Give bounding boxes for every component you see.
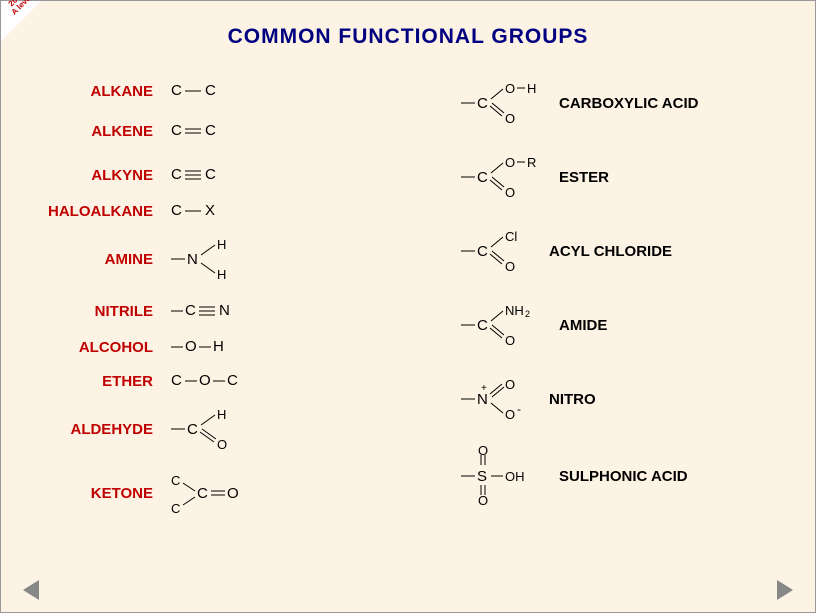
row-haloalkane: HALOALKANE CX (41, 201, 441, 221)
svg-text:O: O (199, 372, 211, 389)
struct-alkyne: CC (171, 165, 241, 185)
label-haloalkane: HALOALKANE (41, 203, 171, 220)
svg-text:O: O (505, 81, 515, 96)
label-ester: ESTER (541, 169, 609, 186)
row-acyl: C Cl O ACYL CHLORIDE (461, 229, 816, 273)
svg-text:C: C (477, 317, 488, 334)
svg-text:2: 2 (525, 309, 530, 319)
svg-text:N: N (187, 251, 198, 268)
row-nitrile: NITRILE CN (41, 301, 441, 321)
row-alcohol: ALCOHOL OH (41, 337, 441, 357)
row-alkane: ALKANE CC (41, 81, 441, 101)
label-aldehyde: ALDEHYDE (41, 421, 171, 438)
row-amine: AMINE N H H (41, 237, 441, 281)
svg-text:C: C (477, 169, 488, 186)
struct-ether: COC (171, 371, 241, 391)
row-ketone: KETONE C C C O (41, 471, 441, 515)
svg-text:O: O (227, 485, 239, 502)
struct-amide: C NH 2 O (461, 303, 541, 347)
svg-text:C: C (205, 122, 216, 139)
svg-text:OH: OH (505, 469, 525, 484)
svg-text:H: H (527, 81, 536, 96)
label-ether: ETHER (41, 373, 171, 390)
svg-text:O: O (505, 111, 515, 126)
row-nitro: N + O O - NITRO (461, 377, 816, 421)
row-carboxylic: C O H O CARBOXYLIC ACID (461, 81, 816, 125)
svg-text:S: S (477, 468, 487, 485)
nav-next-arrow[interactable] (777, 580, 793, 600)
svg-text:C: C (477, 243, 488, 260)
svg-text:O: O (478, 493, 488, 508)
svg-text:C: C (185, 302, 196, 319)
struct-ketone: C C C O (171, 471, 251, 515)
svg-text:-: - (517, 402, 521, 416)
svg-text:C: C (205, 82, 216, 99)
page-title: COMMON FUNCTIONAL GROUPS (1, 25, 815, 49)
svg-text:+: + (481, 383, 487, 394)
svg-text:C: C (171, 372, 182, 389)
svg-text:C: C (205, 166, 216, 183)
svg-text:O: O (478, 443, 488, 458)
label-ketone: KETONE (41, 485, 171, 502)
svg-text:O: O (505, 259, 515, 274)
svg-text:O: O (185, 338, 197, 355)
row-sulphonic: S O O OH SULPHONIC ACID (461, 451, 816, 501)
row-amide: C NH 2 O AMIDE (461, 303, 816, 347)
struct-haloalkane: CX (171, 201, 241, 221)
row-ether: ETHER COC (41, 371, 441, 391)
svg-text:C: C (227, 372, 238, 389)
svg-text:C: C (187, 421, 198, 438)
struct-nitrile: CN (171, 301, 241, 321)
row-ester: C O R O ESTER (461, 155, 816, 199)
svg-text:C: C (171, 166, 182, 183)
struct-ester: C O R O (461, 155, 541, 199)
svg-text:C: C (171, 122, 182, 139)
struct-alkane: CC (171, 81, 241, 101)
struct-alkene: CC (171, 121, 241, 141)
svg-text:N: N (219, 302, 230, 319)
label-sulphonic: SULPHONIC ACID (541, 468, 688, 485)
svg-text:O: O (505, 407, 515, 422)
struct-amine: N H H (171, 237, 241, 281)
label-acyl: ACYL CHLORIDE (531, 243, 672, 260)
row-alkene: ALKENE CC (41, 121, 441, 141)
row-aldehyde: ALDEHYDE C H O (41, 407, 441, 451)
svg-text:H: H (217, 267, 226, 282)
svg-text:C: C (171, 82, 182, 99)
svg-text:C: C (171, 202, 182, 219)
struct-alcohol: OH (171, 337, 241, 357)
label-alcohol: ALCOHOL (41, 339, 171, 356)
svg-text:C: C (171, 501, 180, 516)
svg-text:H: H (217, 407, 226, 422)
struct-aldehyde: C H O (171, 407, 241, 451)
svg-text:O: O (505, 155, 515, 170)
svg-text:H: H (213, 338, 224, 355)
label-nitro: NITRO (531, 391, 596, 408)
struct-carboxylic: C O H O (461, 81, 541, 125)
svg-text:C: C (171, 473, 180, 488)
label-alkyne: ALKYNE (41, 167, 171, 184)
svg-text:O: O (505, 185, 515, 200)
label-amide: AMIDE (541, 317, 607, 334)
nav-prev-arrow[interactable] (23, 580, 39, 600)
struct-acyl: C Cl O (461, 229, 531, 273)
struct-nitro: N + O O - (461, 377, 531, 421)
svg-text:O: O (217, 437, 227, 452)
svg-text:NH: NH (505, 303, 524, 318)
svg-text:Cl: Cl (505, 229, 517, 244)
svg-text:O: O (505, 377, 515, 392)
struct-sulphonic: S O O OH (461, 451, 541, 501)
row-alkyne: ALKYNE CC (41, 165, 441, 185)
svg-text:H: H (217, 237, 226, 252)
label-amine: AMINE (41, 251, 171, 268)
svg-text:C: C (477, 95, 488, 112)
label-alkene: ALKENE (41, 123, 171, 140)
label-nitrile: NITRILE (41, 303, 171, 320)
svg-text:X: X (205, 202, 215, 219)
svg-text:R: R (527, 155, 536, 170)
label-carboxylic: CARBOXYLIC ACID (541, 95, 698, 112)
svg-text:C: C (197, 485, 208, 502)
svg-text:O: O (505, 333, 515, 348)
label-alkane: ALKANE (41, 83, 171, 100)
